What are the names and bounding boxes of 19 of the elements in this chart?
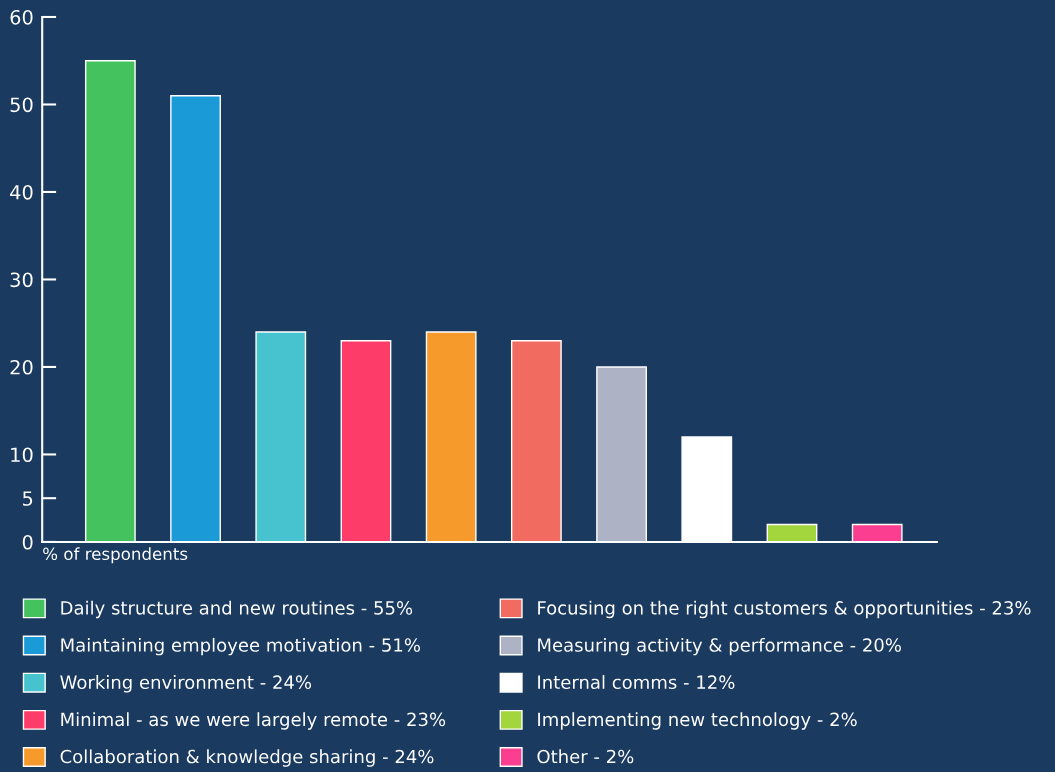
y-tick-label: 0 xyxy=(22,534,33,550)
legend-label: Collaboration & knowledge sharing - 24% xyxy=(60,749,434,767)
legend-label: Measuring activity & performance - 20% xyxy=(538,637,901,656)
y-tick-label: 10 xyxy=(11,447,33,463)
legend-label: Daily structure and new routines - 55% xyxy=(61,600,413,619)
y-tick-label: 30 xyxy=(10,272,33,288)
text: % of respondents xyxy=(43,547,188,564)
legend-label: Working environment - 24% xyxy=(60,675,312,693)
legend-label: Focusing on the right customers & opportunities - 23% xyxy=(538,600,1031,619)
y-tick-label: 20 xyxy=(10,359,33,375)
legend-label: Maintaining employee motivation - 51% xyxy=(61,637,421,656)
y-tick-label: 60 xyxy=(10,9,33,25)
legend-label: Implementing new technology - 2% xyxy=(538,712,857,730)
y-tick-label: 5 xyxy=(23,491,33,506)
y-tick-label: 40 xyxy=(10,184,33,200)
legend-label: Internal comms - 12% xyxy=(538,675,735,690)
legend-label: Minimal - as we were largely remote - 23% xyxy=(61,712,446,730)
legend-label: Other - 2% xyxy=(537,749,634,764)
y-tick-label: 50 xyxy=(10,97,33,113)
